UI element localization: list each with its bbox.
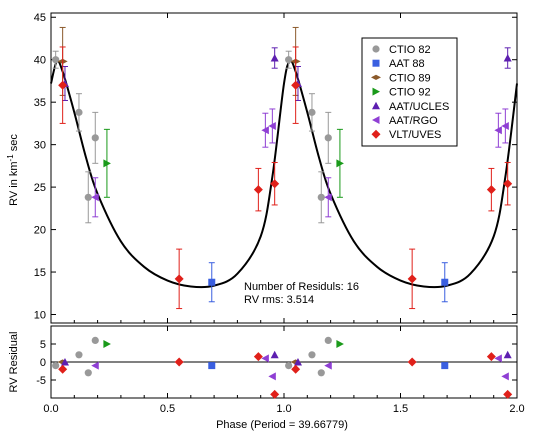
residuals-count-annotation: Number of Residuls: 16	[244, 281, 359, 293]
residual-point-aat-88	[441, 362, 449, 370]
rv-point-aat-rgo	[501, 121, 509, 130]
rv-point-aat-rgo	[261, 126, 269, 135]
rv-point-aat-88	[208, 278, 216, 286]
rv-panel: 10 15 20 25 30 35 40 45	[34, 12, 518, 324]
residual-point-aat-rgo	[501, 372, 509, 381]
x-tick-label: 0.5	[160, 403, 175, 415]
residual-point-vlt-uves	[270, 389, 280, 399]
residual-point-vlt-uves	[291, 364, 301, 374]
residual-point-vlt-uves	[174, 357, 184, 367]
residual-point-aat-rgo	[268, 372, 276, 381]
residual-point-aat-rgo	[324, 361, 332, 370]
residual-point-vlt-uves	[58, 364, 68, 374]
y-tick-label-residual: -5	[36, 375, 46, 387]
residual-point-ctio-92	[336, 340, 344, 348]
residual-point-aat-rgo	[91, 361, 99, 370]
rv-point-aat-rgo	[324, 193, 332, 202]
legend-label-ctio-92: CTIO 92	[389, 87, 431, 99]
legend-label-vlt-uves: VLT/UVES	[389, 129, 441, 141]
rv-point-aat-rgo	[494, 126, 502, 135]
orbit-model-curve	[50, 59, 518, 289]
x-axis: 0.0 0.5 1.0 1.5 2.0	[43, 13, 525, 415]
residual-point-vlt-uves	[407, 357, 417, 367]
y-tick-label-rv: 25	[34, 182, 46, 194]
residual-point-aat-ucles	[60, 358, 69, 366]
residual-point-aat-rgo	[494, 354, 502, 363]
legend-marker-aat-88	[372, 59, 380, 67]
rv-point-aat-rgo	[91, 193, 99, 202]
residual-point-ctio-82	[84, 369, 92, 377]
rv-point-ctio-82	[317, 193, 325, 201]
legend-label-ctio-82: CTIO 82	[389, 44, 431, 56]
rv-point-ctio-82	[75, 108, 83, 116]
rv-point-vlt-uves	[270, 179, 280, 189]
x-tick-label: 1.5	[393, 403, 408, 415]
legend-marker-aat-rgo	[372, 116, 380, 124]
residual-point-ctio-82	[317, 369, 325, 377]
y-tick-label-residual: 5	[40, 339, 46, 351]
residual-point-vlt-uves	[253, 352, 263, 362]
legend-label-aat-rgo: AAT/RGO	[389, 115, 438, 127]
rv-point-ctio-92	[336, 159, 344, 168]
y-tick-label-rv: 10	[34, 310, 46, 322]
x-tick-label: 2.0	[509, 403, 524, 415]
rv-point-vlt-uves	[486, 185, 496, 195]
rv-point-vlt-uves	[503, 179, 513, 189]
y-axis-label-rv: RV in km-1 sec	[6, 134, 20, 206]
y-tick-label-residual: 0	[40, 357, 46, 369]
rv-point-vlt-uves	[174, 274, 184, 284]
rv-point-aat-rgo	[268, 121, 276, 130]
residual-point-aat-88	[208, 362, 216, 370]
y-tick-label-rv: 40	[34, 55, 46, 67]
x-axis-label: Phase (Period = 39.66779)	[216, 419, 348, 431]
rv-point-ctio-92	[103, 159, 111, 168]
rv-point-aat-88	[441, 278, 449, 286]
rv-point-ctio-82	[52, 56, 60, 64]
x-tick-label: 1.0	[276, 403, 291, 415]
rv-point-aat-ucles	[503, 54, 512, 62]
residual-point-aat-rgo	[261, 354, 269, 363]
legend-marker-ctio-92	[372, 87, 380, 96]
legend-marker-aat-ucles	[372, 101, 380, 110]
legend-marker-ctio-82	[372, 45, 380, 53]
residual-panel: -5 0 5	[36, 325, 518, 399]
residual-point-ctio-82	[52, 362, 60, 370]
y-tick-label-rv: 20	[34, 225, 46, 237]
rv-point-ctio-82	[324, 134, 332, 142]
y-axis-label-residual: RV Residual	[8, 332, 20, 393]
residual-point-ctio-82	[285, 362, 293, 370]
rv-point-vlt-uves	[58, 80, 68, 90]
rv-rms-annotation: RV rms: 3.514	[244, 294, 314, 306]
rv-point-ctio-82	[285, 56, 293, 64]
y-tick-label-rv: 45	[34, 12, 46, 24]
residual-point-ctio-92	[103, 340, 111, 348]
residual-point-ctio-82	[324, 336, 332, 344]
rv-point-ctio-82	[84, 193, 92, 201]
residual-point-aat-ucles	[503, 350, 512, 359]
legend-label-ctio-89: CTIO 89	[389, 72, 431, 84]
y-tick-label-rv: 30	[34, 140, 46, 152]
residual-point-vlt-uves	[486, 352, 496, 362]
residual-point-ctio-82	[308, 351, 316, 359]
rv-point-vlt-uves	[253, 185, 263, 195]
legend: CTIO 82 AAT 88 CTIO 89 CTIO 92 AAT/UCLES AAT/…	[361, 37, 458, 147]
rv-point-ctio-82	[91, 134, 99, 142]
legend-marker-vlt-uves	[371, 129, 381, 139]
legend-label-aat-ucles: AAT/UCLES	[389, 101, 449, 113]
y-tick-label-rv: 35	[34, 97, 46, 109]
residual-point-aat-ucles	[293, 358, 302, 366]
residual-point-ctio-82	[91, 336, 99, 344]
rv-point-vlt-uves	[291, 80, 301, 90]
rv-point-ctio-82	[308, 108, 316, 116]
y-tick-label-rv: 15	[34, 267, 46, 279]
rv-point-aat-ucles	[270, 54, 279, 62]
legend-label-aat-88: AAT 88	[389, 58, 425, 70]
legend-marker-ctio-89	[371, 74, 381, 80]
residual-point-aat-ucles	[270, 350, 279, 359]
residual-point-ctio-82	[75, 351, 83, 359]
residual-point-vlt-uves	[503, 389, 513, 399]
x-tick-label: 0.0	[43, 403, 58, 415]
rv-point-vlt-uves	[407, 274, 417, 284]
